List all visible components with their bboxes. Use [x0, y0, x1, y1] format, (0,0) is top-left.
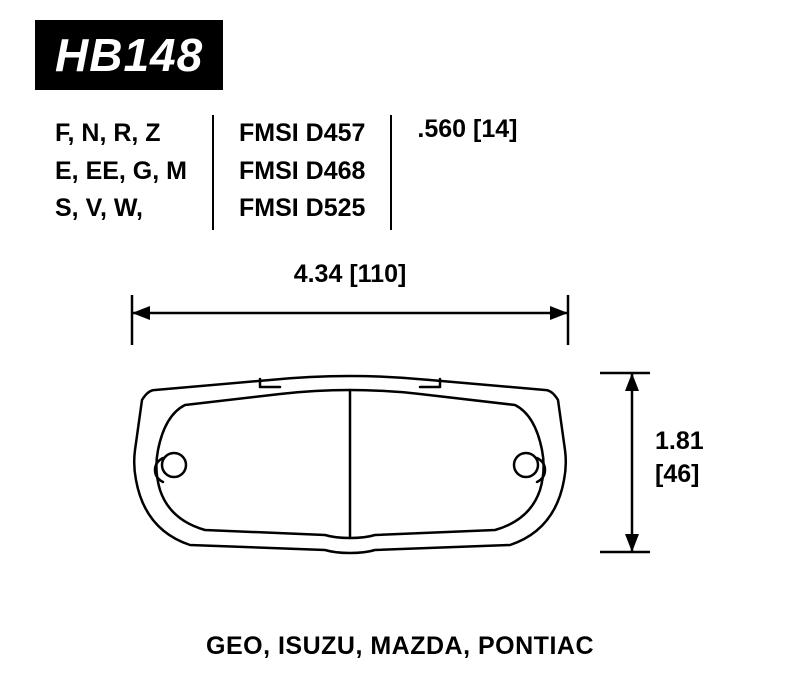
part-number-title: HB148 — [35, 20, 223, 90]
spec-row: F, N, R, Z E, EE, G, M S, V, W, FMSI D45… — [55, 115, 765, 230]
compound-line: F, N, R, Z — [55, 115, 187, 153]
thickness-spec: .560 [14] — [392, 115, 517, 144]
width-dimension: 4.34 [110] — [130, 260, 570, 350]
width-imperial: 4.34 — [294, 260, 343, 288]
height-metric: [46] — [655, 458, 704, 491]
fmsi-line: FMSI D457 — [239, 115, 365, 153]
fmsi-codes: FMSI D457 FMSI D468 FMSI D525 — [214, 115, 390, 228]
height-imperial: 1.81 — [655, 425, 704, 458]
diagram-zone: 4.34 [110] — [0, 260, 800, 630]
thickness-metric: [14] — [473, 115, 517, 143]
vehicle-makes: GEO, ISUZU, MAZDA, PONTIAC — [0, 632, 800, 661]
compound-codes: F, N, R, Z E, EE, G, M S, V, W, — [55, 115, 212, 228]
compound-line: S, V, W, — [55, 190, 187, 228]
thickness-imperial: .560 — [417, 115, 466, 143]
fmsi-line: FMSI D468 — [239, 153, 365, 191]
height-dimension: 1.81 [46] — [600, 370, 650, 555]
width-label: 4.34 [110] — [130, 260, 570, 289]
height-arrow — [600, 370, 650, 555]
width-metric: [110] — [349, 260, 406, 288]
compound-line: E, EE, G, M — [55, 153, 187, 191]
fmsi-line: FMSI D525 — [239, 190, 365, 228]
width-arrow — [130, 295, 570, 345]
height-label: 1.81 [46] — [655, 425, 704, 490]
brake-pad-outline — [130, 370, 570, 555]
